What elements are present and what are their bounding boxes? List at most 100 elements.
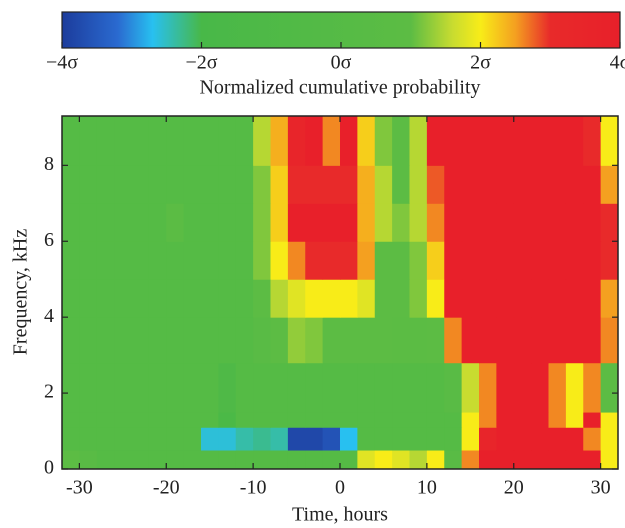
heatmap-cell [287, 412, 306, 428]
heatmap-cell [496, 165, 515, 204]
heatmap-cell [340, 412, 358, 428]
heatmap-cell [131, 427, 150, 451]
heatmap-cell [270, 165, 289, 204]
heatmap-cell [114, 412, 132, 428]
heatmap-cell [357, 317, 376, 364]
heatmap-cell [218, 412, 237, 428]
heatmap-cell [513, 317, 532, 364]
heatmap-cell [565, 203, 584, 242]
heatmap-cell [218, 362, 237, 413]
heatmap-cell [531, 165, 549, 204]
heatmap-cell [62, 450, 80, 470]
heatmap-cell [565, 317, 584, 364]
heatmap-cell [166, 241, 185, 280]
heatmap-cell [79, 241, 98, 280]
heatmap-cell [340, 279, 358, 318]
heatmap-cell [513, 450, 532, 470]
colorbar-tick-label: 2σ [470, 52, 491, 74]
heatmap-cell [96, 279, 115, 318]
heatmap-cell [322, 279, 341, 318]
heatmap-cell [183, 165, 202, 204]
heatmap-cell [62, 362, 80, 413]
heatmap-cell [461, 165, 480, 204]
heatmap-cell [79, 412, 98, 428]
heatmap-cell [148, 362, 167, 413]
heatmap-cell [253, 317, 271, 364]
heatmap-cell [166, 279, 185, 318]
heatmap-cell [305, 412, 324, 428]
heatmap-cell [409, 165, 428, 204]
heatmap-cell [374, 317, 393, 364]
heatmap-cell [444, 203, 463, 242]
heatmap-cell [148, 279, 167, 318]
heatmap-cell [479, 362, 497, 413]
heatmap-cell [131, 317, 150, 364]
heatmap-cell [531, 116, 549, 166]
heatmap-cell [322, 412, 341, 428]
heatmap-cell [374, 412, 393, 428]
heatmap-cell [409, 317, 428, 364]
x-tick-label: -20 [153, 477, 180, 499]
heatmap-cell [340, 450, 358, 470]
heatmap-cell [392, 279, 410, 318]
heatmap-cell [201, 412, 219, 428]
heatmap-cell [565, 116, 584, 166]
heatmap-cell [253, 362, 271, 413]
heatmap-cell [409, 450, 428, 470]
heatmap-cell [479, 165, 497, 204]
heatmap-cell [148, 241, 167, 280]
heatmap-cell [444, 317, 463, 364]
y-tick-label: 6 [44, 229, 54, 251]
y-tick-label: 8 [44, 153, 54, 175]
heatmap-cell [183, 450, 202, 470]
heatmap-cell [583, 317, 602, 364]
heatmap-cell [96, 241, 115, 280]
heatmap-cell [166, 427, 185, 451]
heatmap-cell [79, 362, 98, 413]
heatmap-cell [79, 116, 98, 166]
colorbar-tick-label: 4σ [610, 52, 625, 74]
heatmap-cell [270, 427, 289, 451]
heatmap-cell [479, 412, 497, 428]
heatmap-cell [461, 279, 480, 318]
heatmap-cell [444, 241, 463, 280]
heatmap-cell [496, 362, 515, 413]
heatmap-cell [513, 279, 532, 318]
heatmap-cell [565, 241, 584, 280]
heatmap-cell [62, 241, 80, 280]
heatmap-cell [253, 427, 271, 451]
heatmap-cell [513, 427, 532, 451]
heatmap-cell [340, 165, 358, 204]
x-axis-label: Time, hours [292, 504, 388, 526]
heatmap-cell [426, 279, 445, 318]
heatmap-cell [392, 450, 410, 470]
heatmap-cell [131, 116, 150, 166]
heatmap-cell [96, 450, 115, 470]
heatmap-cell [96, 427, 115, 451]
heatmap-cell [201, 279, 219, 318]
heatmap-cell [114, 279, 132, 318]
x-tick-label: 0 [335, 477, 345, 499]
colorbar-tick-label: 0σ [331, 52, 352, 74]
heatmap-cell [287, 241, 306, 280]
heatmap-cell [583, 450, 602, 470]
x-tick-label: 10 [417, 477, 437, 499]
heatmap-cell [340, 317, 358, 364]
heatmap-cell [496, 412, 515, 428]
heatmap-cell [235, 241, 254, 280]
heatmap-cell [496, 317, 515, 364]
heatmap-cell [548, 317, 567, 364]
heatmap-cell [409, 412, 428, 428]
heatmap-cell [565, 279, 584, 318]
heatmap-cell [114, 241, 132, 280]
heatmap-cell [201, 241, 219, 280]
heatmap-cell [496, 427, 515, 451]
y-tick-label: 2 [44, 381, 54, 403]
heatmap-cell [201, 116, 219, 166]
heatmap-cell [235, 412, 254, 428]
heatmap-cell [148, 450, 167, 470]
heatmap-cell [305, 317, 324, 364]
heatmap-cell [253, 203, 271, 242]
heatmap-cell [583, 165, 602, 204]
heatmap-cell [444, 427, 463, 451]
